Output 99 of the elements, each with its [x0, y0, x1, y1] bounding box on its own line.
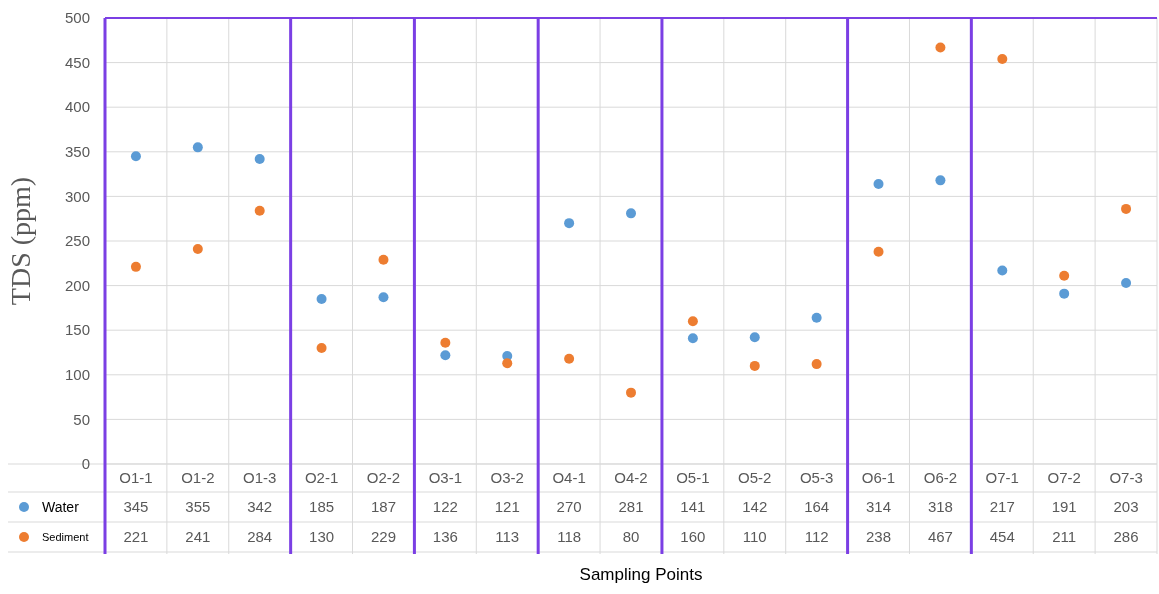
x-tick-label: O3-2 [490, 469, 524, 487]
data-label: 164 [804, 498, 830, 516]
x-axis-title: Sampling Points [579, 564, 703, 584]
x-tick-label: O7-1 [985, 469, 1019, 487]
point [378, 254, 389, 265]
legend-label: Water [42, 498, 80, 515]
data-label: 142 [742, 498, 768, 516]
data-label: 467 [927, 528, 953, 546]
point [626, 387, 636, 398]
data-label: 221 [123, 528, 149, 546]
point [564, 218, 575, 229]
y-axis-title: TDS (ppm) [5, 176, 36, 306]
point [873, 178, 884, 189]
data-label: 160 [680, 528, 706, 546]
x-tick-label: O1-2 [181, 469, 215, 487]
legend-label: Sediment [42, 530, 89, 543]
point [687, 316, 698, 327]
data-label: 211 [1052, 528, 1077, 546]
data-label: 229 [370, 528, 396, 546]
point [1059, 288, 1070, 299]
y-tick-label: 250 [64, 232, 90, 250]
data-label: 112 [804, 528, 829, 546]
data-label: 121 [494, 498, 520, 516]
point [440, 350, 451, 361]
y-tick-label: 500 [64, 9, 90, 27]
data-label: 185 [309, 498, 335, 516]
point [873, 246, 884, 257]
point [935, 42, 946, 53]
y-tick-label: 200 [64, 276, 90, 294]
point [130, 261, 141, 272]
point [254, 153, 265, 164]
x-tick-label: O2-2 [366, 469, 401, 487]
point [749, 332, 760, 343]
point [935, 175, 946, 186]
data-label: 454 [989, 528, 1015, 546]
x-tick-label: O4-2 [614, 469, 648, 487]
y-tick-label: 450 [64, 53, 90, 71]
x-tick-label: O5-3 [799, 469, 834, 487]
x-tick-label: O2-1 [304, 469, 339, 487]
data-label: 80 [622, 528, 640, 546]
point [502, 358, 513, 369]
x-tick-label: O1-1 [119, 469, 153, 487]
y-tick-label: 300 [64, 187, 90, 205]
data-label: 355 [185, 498, 211, 516]
data-label: 217 [989, 498, 1015, 516]
y-tick-label: 100 [64, 366, 90, 384]
x-tick-label: O6-1 [861, 469, 896, 487]
point [192, 142, 203, 153]
y-tick-label: 0 [81, 455, 90, 473]
data-label: 203 [1113, 498, 1139, 516]
x-tick-label: O4-1 [552, 469, 586, 487]
data-label: 118 [557, 528, 582, 546]
point [811, 359, 822, 370]
data-label: 281 [618, 498, 644, 516]
point [687, 333, 698, 344]
y-tick-label: 150 [64, 321, 90, 339]
data-label: 284 [247, 528, 273, 546]
x-tick-label: O7-2 [1047, 469, 1081, 487]
data-label: 345 [123, 498, 149, 516]
x-tick-label: O3-1 [428, 469, 463, 487]
data-label: 318 [927, 498, 953, 516]
x-tick-label: O5-2 [738, 469, 772, 487]
point [1121, 277, 1132, 288]
point [130, 151, 141, 162]
data-label: 270 [556, 498, 582, 516]
y-tick-label: 350 [64, 143, 90, 161]
data-label: 286 [1113, 528, 1139, 546]
data-label: 130 [309, 528, 335, 546]
data-label: 187 [370, 498, 396, 516]
point [811, 312, 822, 323]
point [440, 337, 451, 348]
point [378, 292, 389, 303]
point [1059, 270, 1070, 281]
y-tick-label: 50 [73, 410, 90, 428]
data-label: 342 [247, 498, 273, 516]
point [626, 208, 636, 219]
data-label: 241 [185, 528, 211, 546]
point [1121, 203, 1132, 214]
data-label: 122 [432, 498, 458, 516]
data-label: 314 [866, 498, 892, 516]
point [749, 360, 760, 371]
point [564, 353, 575, 364]
data-label: 113 [495, 528, 520, 546]
point [997, 54, 1008, 65]
point [192, 244, 203, 255]
x-tick-label: O6-2 [923, 469, 958, 487]
data-label: 110 [742, 528, 767, 546]
x-tick-label: O7-3 [1109, 469, 1143, 487]
data-label: 191 [1051, 498, 1077, 516]
y-tick-label: 400 [64, 98, 90, 116]
point [316, 293, 327, 304]
point [254, 205, 265, 216]
data-label: 136 [432, 528, 458, 546]
x-tick-label: O1-3 [243, 469, 277, 487]
data-label: 141 [680, 498, 706, 516]
point [997, 265, 1008, 276]
x-tick-label: O5-1 [676, 469, 710, 487]
data-label: 238 [866, 528, 892, 546]
point [316, 343, 327, 354]
